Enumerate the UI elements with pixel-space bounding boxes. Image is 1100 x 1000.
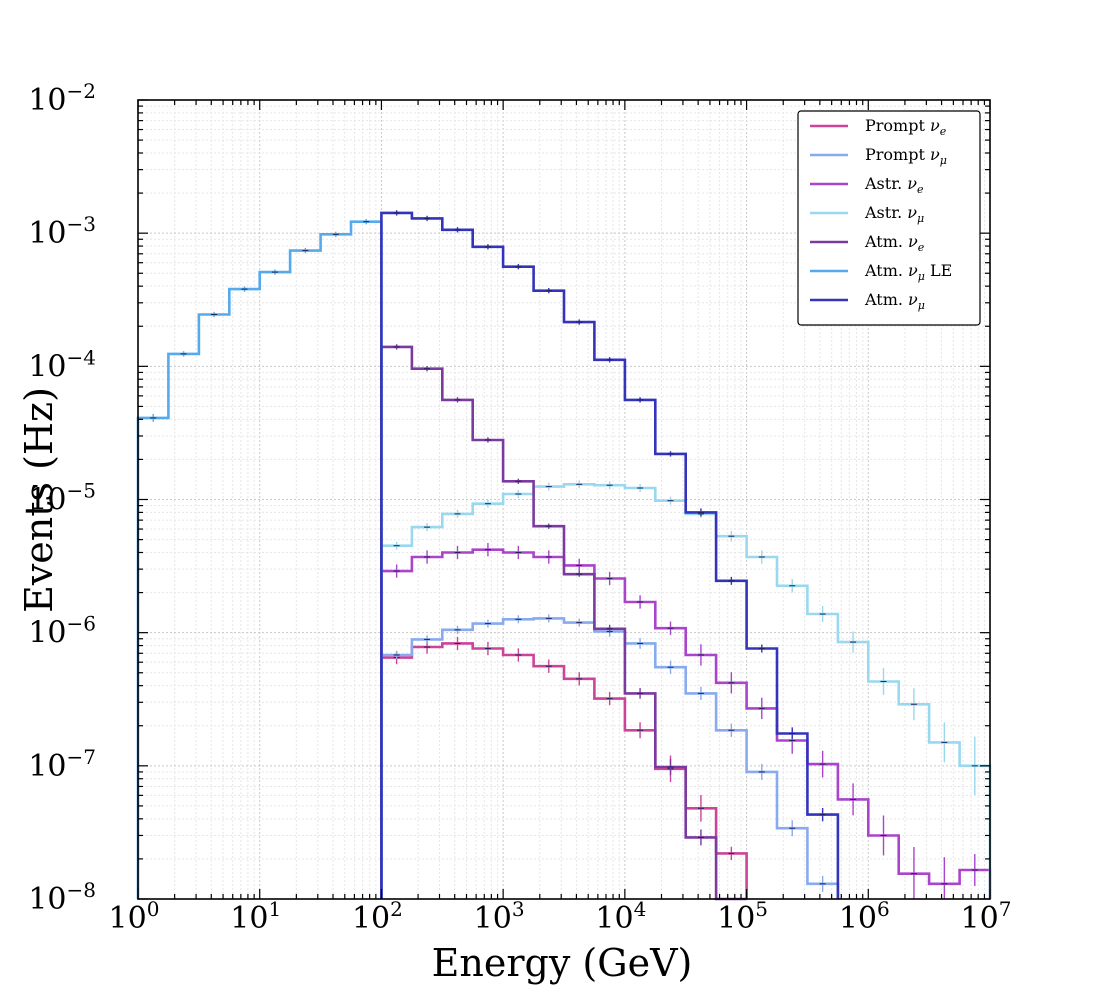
legend-label: Astr. νe	[864, 174, 924, 196]
series-line	[380, 345, 747, 901]
legend-label: Atm. νμ	[864, 290, 925, 312]
legend-label: Prompt νe	[865, 116, 947, 138]
legend-label: Atm. νμ LE	[864, 261, 952, 283]
legend: Prompt νe Prompt νμ Astr. νe Astr. νμ Atm. ν…	[797, 110, 981, 326]
series-line	[380, 548, 992, 899]
x-axis-title: Energy (GeV)	[432, 941, 693, 985]
legend-label: Prompt νμ	[865, 145, 947, 167]
x-tick-label: 106	[839, 897, 890, 936]
legend-items: Prompt νe Prompt νμ Astr. νe Astr. νμ Atm. ν…	[810, 116, 952, 312]
legend-label: Astr. νμ	[864, 203, 924, 225]
legend-label: Atm. νe	[864, 232, 925, 254]
y-tick-label-layer: 10−810−710−610−510−410−310−2	[28, 79, 96, 917]
y-tick-label: 10−5	[28, 479, 96, 518]
y-tick-label: 10−8	[28, 878, 96, 917]
series-line	[136, 220, 383, 899]
tick-layer	[137, 99, 991, 900]
series-layer	[136, 211, 992, 901]
y-axis-title: Events (Hz)	[17, 387, 61, 613]
y-tick-label: 10−2	[28, 79, 96, 118]
error-bar-layer	[150, 210, 978, 899]
